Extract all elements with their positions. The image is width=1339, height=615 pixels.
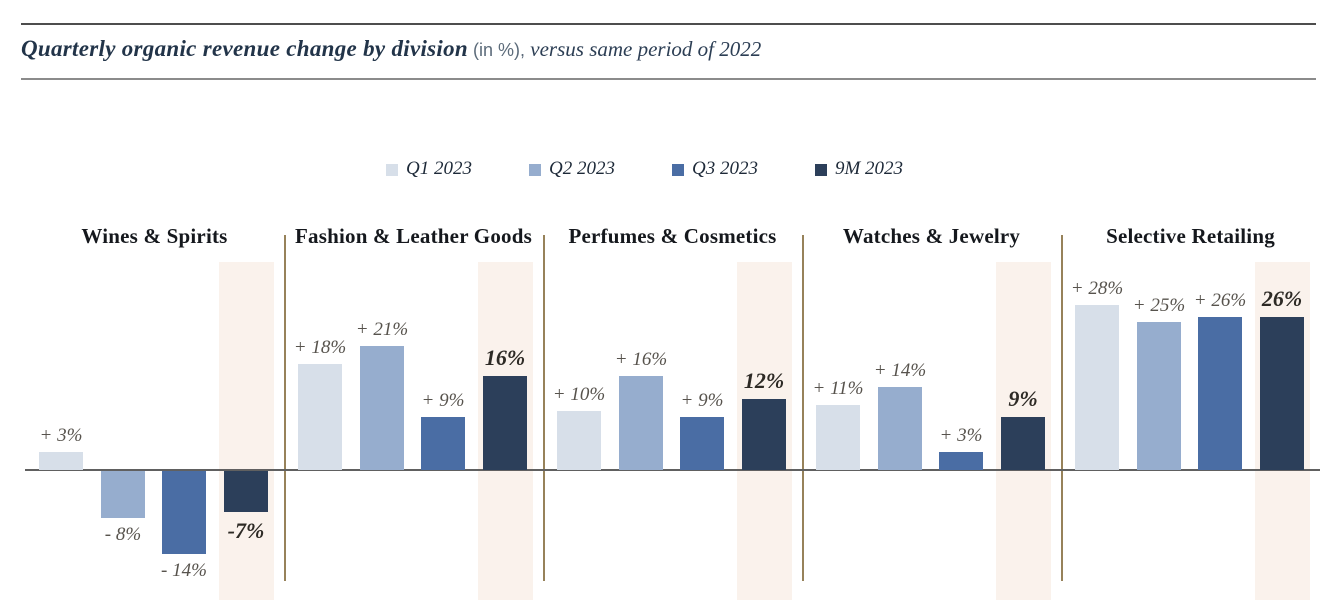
- bottom-rule: [21, 78, 1316, 80]
- division-title: Perfumes & Cosmetics: [568, 224, 777, 248]
- bar-value-label: 16%: [484, 345, 526, 370]
- bar-q2-2023: [101, 471, 145, 518]
- bar-q3-2023: [162, 471, 206, 554]
- bar-q3-2023: [680, 417, 724, 470]
- bar-q1-2023: [39, 452, 83, 470]
- chart-title-unit: (in %),: [473, 40, 526, 60]
- bar-q2-2023: [878, 387, 922, 470]
- bar-value-label: 9%: [1008, 386, 1038, 411]
- bar-9m-2023: [1001, 417, 1045, 470]
- bar-q1-2023: [298, 364, 342, 470]
- bar-value-label: + 21%: [355, 319, 409, 340]
- legend-label: Q1 2023: [406, 158, 472, 179]
- division-divider: [1061, 235, 1063, 581]
- division-title: Fashion & Leather Goods: [295, 224, 532, 248]
- bar-value-label: + 14%: [873, 360, 927, 381]
- legend-label: Q2 2023: [548, 158, 615, 179]
- legend-item-q2-2023: Q2 2023: [528, 158, 615, 180]
- legend-label: Q3 2023: [691, 158, 758, 179]
- bar-q1-2023: [557, 411, 601, 470]
- bar-value-label: + 3%: [939, 425, 983, 446]
- bar-value-label: + 10%: [552, 384, 606, 405]
- bar-9m-2023: [1260, 317, 1304, 470]
- bar-9m-2023: [483, 376, 527, 470]
- bar-q2-2023: [619, 376, 663, 470]
- division-divider: [543, 235, 545, 581]
- bar-value-label: + 28%: [1070, 278, 1124, 299]
- bar-value-label: 12%: [743, 368, 785, 393]
- highlight-band: [219, 262, 274, 600]
- bar-value-label: + 18%: [293, 337, 347, 358]
- bar-q1-2023: [816, 405, 860, 470]
- division-divider: [802, 235, 804, 581]
- legend-swatch-q3-icon: [671, 164, 684, 176]
- legend-label: 9M 2023: [834, 158, 904, 179]
- legend-item-q1-2023: Q1 2023: [386, 158, 472, 180]
- bar-9m-2023: [224, 471, 268, 512]
- bar-q3-2023: [939, 452, 983, 470]
- bar-value-label: + 3%: [39, 425, 83, 446]
- chart-legend: Q1 2023 Q2 2023 Q3 2023 9M 2023: [386, 158, 960, 180]
- bar-value-label: 26%: [1261, 286, 1303, 311]
- division-title: Selective Retailing: [1106, 224, 1275, 248]
- legend-item-q3-2023: Q3 2023: [671, 158, 758, 180]
- bar-value-label: + 25%: [1132, 295, 1186, 316]
- legend-item-9m-2023: 9M 2023: [814, 158, 904, 180]
- chart-title-main: Quarterly organic revenue change by divi…: [21, 36, 468, 61]
- legend-swatch-q1-icon: [386, 164, 398, 176]
- bar-q3-2023: [421, 417, 465, 470]
- bar-9m-2023: [742, 399, 786, 470]
- division-title: Wines & Spirits: [81, 224, 228, 248]
- chart-title: Quarterly organic revenue change by divi…: [21, 36, 761, 62]
- bar-value-label: + 16%: [614, 349, 668, 370]
- chart-title-suffix: versus same period of 2022: [530, 37, 762, 61]
- bar-value-label: + 26%: [1193, 290, 1247, 311]
- bar-value-label: + 9%: [680, 390, 724, 411]
- zero-axis-line: [25, 469, 1320, 471]
- bar-q1-2023: [1075, 305, 1119, 470]
- top-rule: [21, 23, 1316, 25]
- legend-swatch-q2-icon: [528, 164, 541, 176]
- bar-value-label: + 11%: [812, 378, 864, 399]
- bar-q3-2023: [1198, 317, 1242, 470]
- bar-value-label: - 8%: [104, 524, 142, 545]
- bar-q2-2023: [1137, 322, 1181, 470]
- division-divider: [284, 235, 286, 581]
- bar-value-label: + 9%: [421, 390, 465, 411]
- bar-value-label: -7%: [227, 518, 265, 543]
- bar-q2-2023: [360, 346, 404, 470]
- bar-value-label: - 14%: [161, 560, 207, 581]
- division-title: Watches & Jewelry: [842, 224, 1021, 248]
- legend-swatch-9m-icon: [814, 164, 827, 176]
